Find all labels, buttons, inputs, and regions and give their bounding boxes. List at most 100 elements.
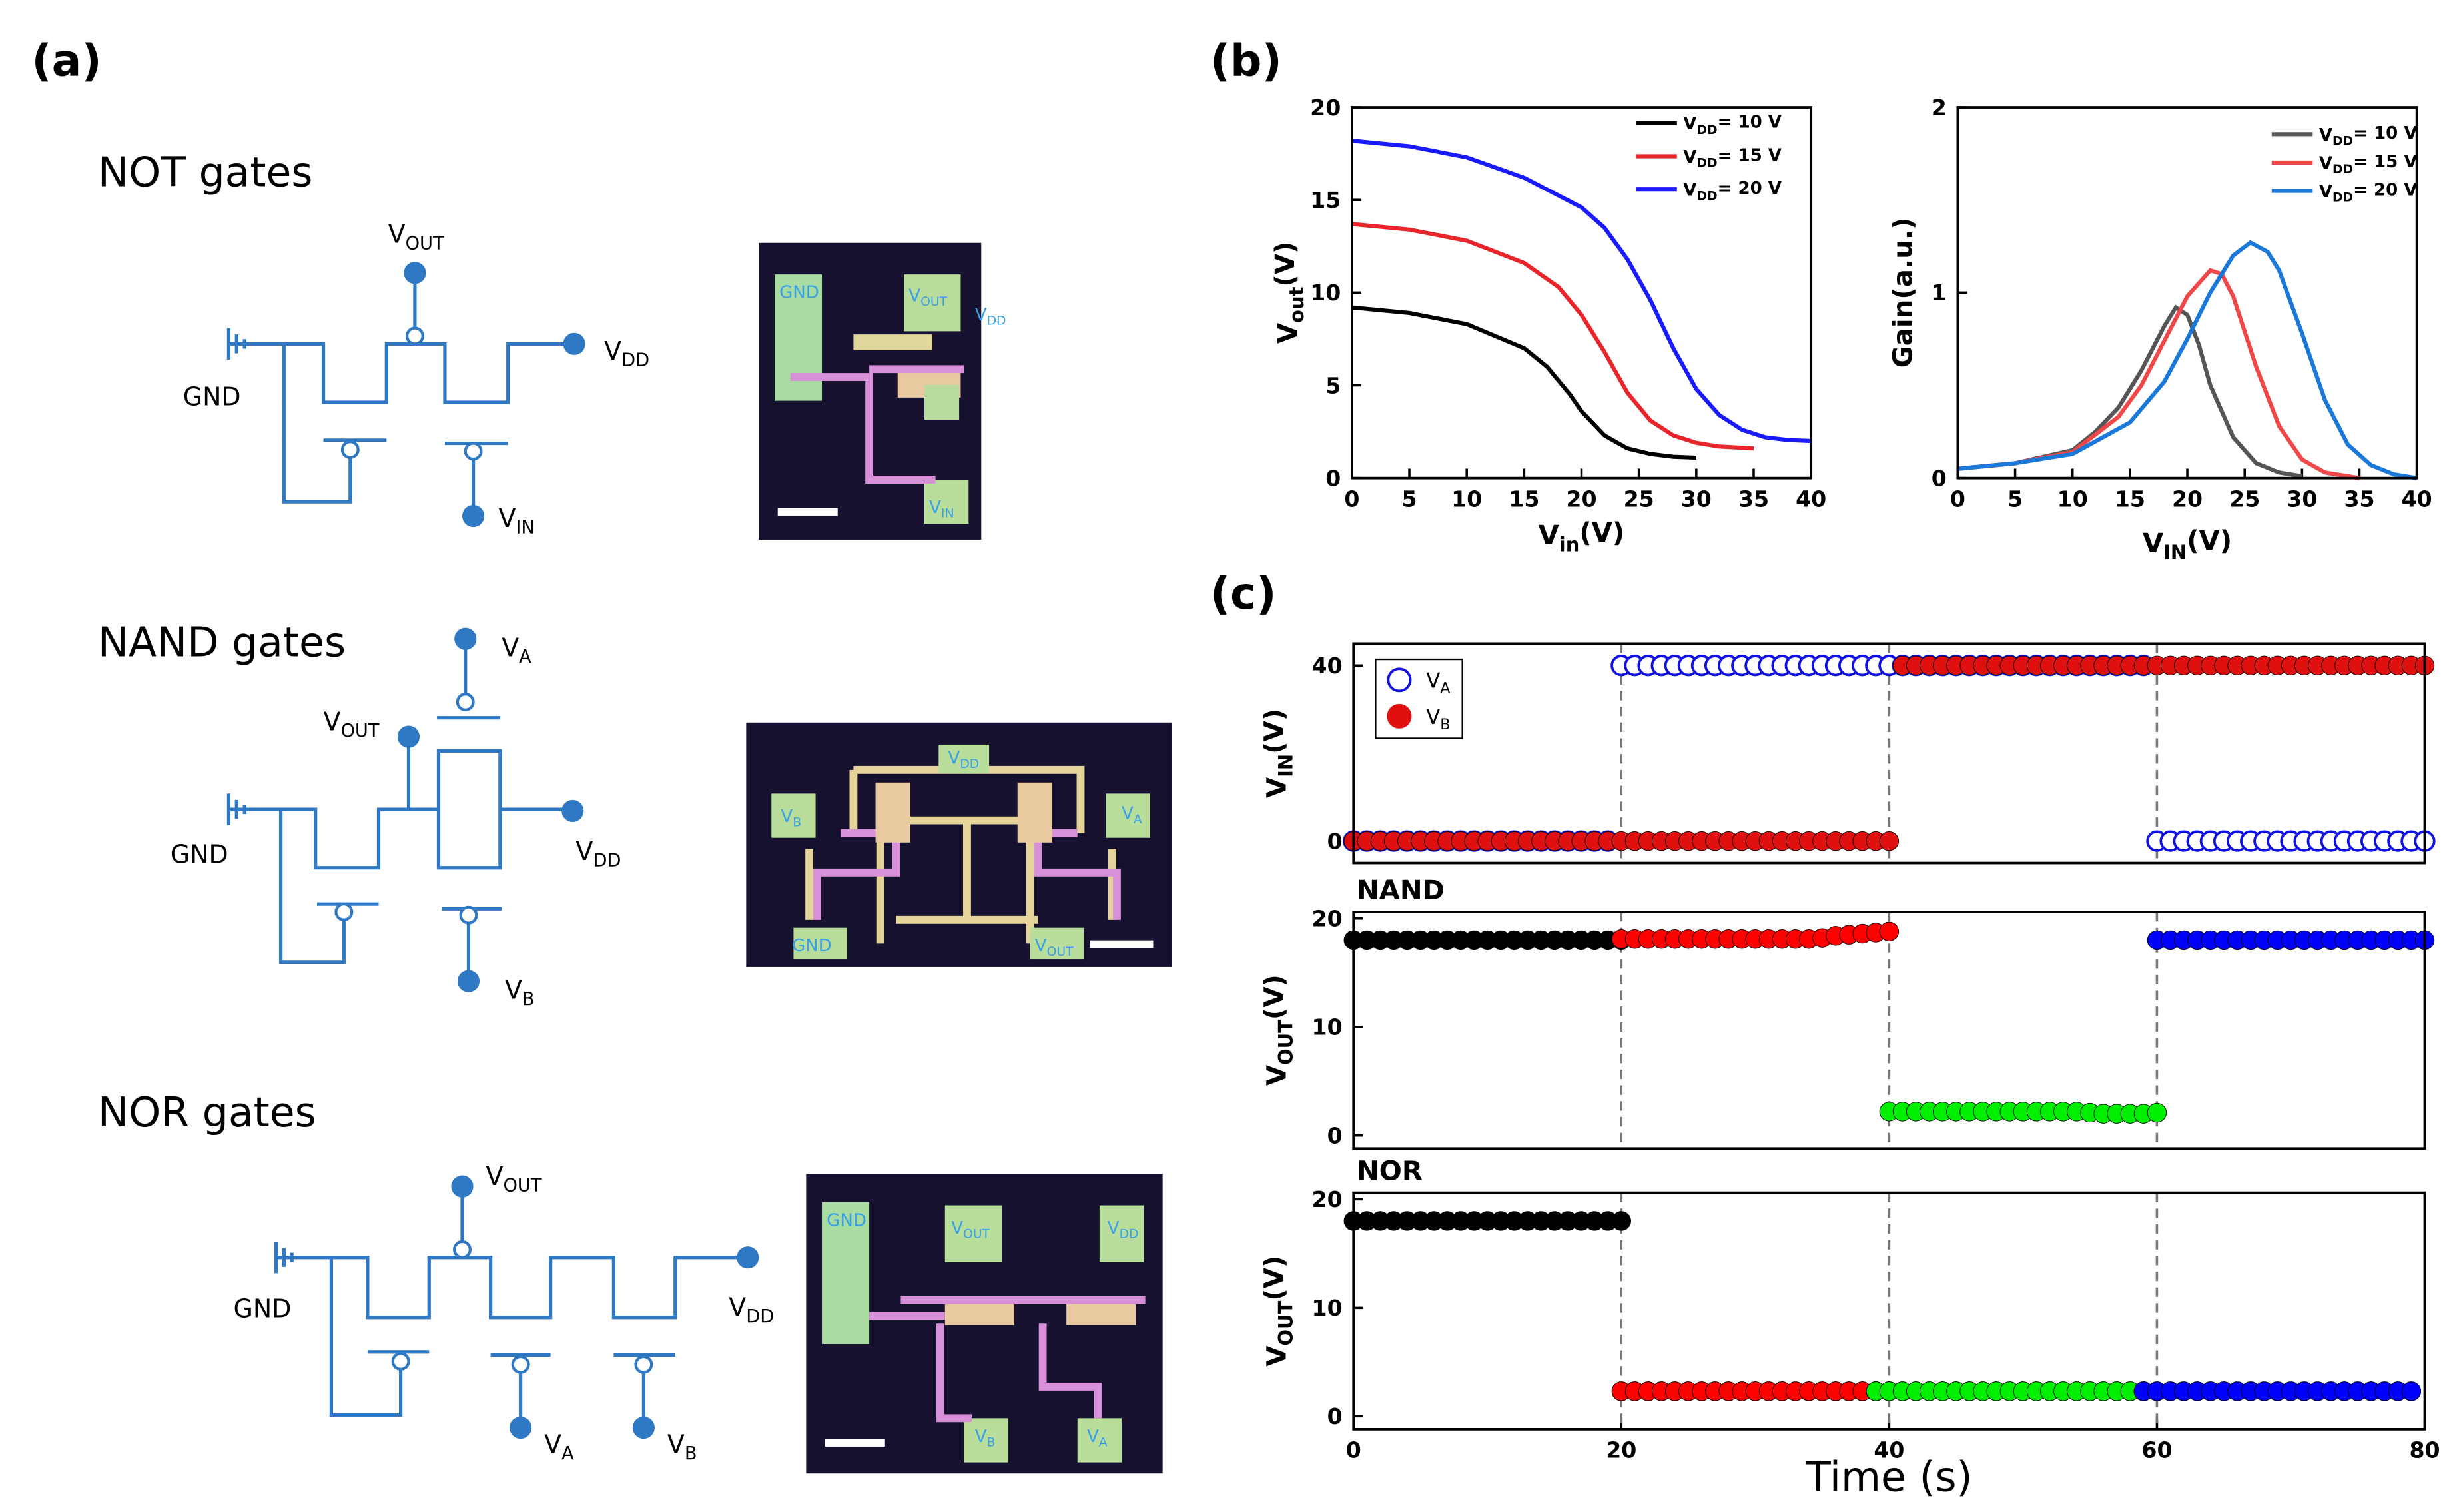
label-part: DD [2332, 163, 2353, 177]
micrograph-label: VOUT [1035, 936, 1074, 959]
legend-label: VA [1426, 669, 1450, 697]
label-part: V [1426, 705, 1440, 729]
label-part: V [576, 837, 593, 866]
label-part: (V) [1579, 518, 1624, 548]
micrograph-label: VDD [975, 305, 1006, 328]
label-part: V [1273, 323, 1303, 344]
gate-title: NOR gates [98, 1088, 316, 1136]
y-axis-label: VOUT(V) [1259, 1256, 1297, 1367]
line-series [1957, 268, 2360, 480]
label-part: V [1261, 1346, 1292, 1367]
plot-area [1343, 1211, 2422, 1401]
line-series [1351, 305, 1696, 460]
micrograph-label: VA [1122, 803, 1142, 827]
circuit-label: VDD [604, 336, 649, 371]
y-axis-label: Vout(V) [1270, 242, 1308, 344]
label-part: DD [960, 757, 979, 771]
label-part: V [1261, 777, 1292, 798]
label-part: V [729, 1292, 746, 1322]
circuit-label: GND [171, 840, 228, 869]
x-tick-label: 20 [2172, 486, 2203, 512]
point [2147, 1102, 2167, 1123]
x-tick-label: 10 [1451, 486, 1482, 512]
label-part: V [2319, 125, 2333, 145]
label-part: V [544, 1429, 561, 1459]
x-tick-label: 35 [2344, 486, 2374, 512]
label-part: A [1134, 813, 1142, 827]
x-tick-label: 15 [1509, 486, 1539, 512]
point [1879, 831, 1900, 851]
label-part: DD [1696, 123, 1717, 137]
label-part: V [505, 975, 522, 1004]
label-part: DD [2332, 191, 2353, 205]
y-axis-label: Gain(a.u.) [1888, 217, 1919, 368]
label-part: OUT [1047, 945, 1074, 959]
label-part: V [908, 286, 920, 306]
x-axis-label: Time (s) [1805, 1453, 1972, 1501]
label-part: V [951, 1218, 963, 1238]
x-tick-label: 20 [1606, 1437, 1636, 1463]
label-part: V [604, 336, 621, 366]
x-tick-label: 40 [1796, 486, 1826, 512]
panel-label: (b) [1210, 35, 1282, 87]
legend-label: VDD= 20 V [1683, 179, 1782, 203]
label-part: = 15 V [1718, 145, 1782, 165]
label-part: DD [2332, 134, 2353, 148]
y-tick-label: 10 [1312, 1295, 1343, 1321]
plot-frame [1352, 1191, 2426, 1431]
circuit-label: GND [183, 382, 241, 412]
label-part: V [388, 220, 406, 249]
y-tick-label: 5 [1325, 372, 1341, 398]
label-part: = 10 V [2353, 123, 2418, 143]
x-tick-label: 5 [1402, 486, 1417, 512]
label-part: V [667, 1429, 685, 1459]
label-part: (V) [2187, 526, 2232, 556]
x-tick-label: 40 [2402, 486, 2432, 512]
y-tick-label: 0 [1325, 466, 1341, 492]
micrograph [746, 722, 1172, 967]
plot-area [1351, 139, 1812, 460]
legend-label: VDD= 20 V [2319, 181, 2418, 205]
line-series [1957, 240, 2418, 480]
plot-area [1343, 655, 2436, 852]
circuit-label: VB [505, 975, 535, 1010]
micrograph-label: VB [975, 1427, 996, 1450]
legend-label: VDD= 15 V [1683, 145, 1782, 170]
label-part: B [1440, 716, 1450, 733]
circuit-label: VOUT [388, 220, 444, 254]
not-circuit [226, 262, 585, 528]
label-part: V [948, 748, 960, 768]
legend-label: VB [1426, 705, 1450, 733]
circuit-label: GND [234, 1294, 292, 1323]
label-part: DD [1696, 189, 1717, 203]
micrograph-label: VDD [1108, 1218, 1139, 1242]
y-tick-label: 0 [1327, 829, 1343, 855]
label-part: V [486, 1162, 504, 1191]
y-axis-label: VOUT(V) [1259, 974, 1297, 1086]
circuit-label: VB [667, 1429, 697, 1464]
x-tick-label: 25 [1624, 486, 1654, 512]
chart-title: NOR [1357, 1156, 1423, 1187]
label-part: V [1426, 669, 1440, 693]
gate-title: NOT gates [98, 148, 313, 196]
label-part: IN [516, 518, 534, 538]
label-part: A [1440, 679, 1450, 697]
y-axis-label: VIN(V) [1259, 709, 1297, 798]
label-part: = 20 V [1718, 179, 1782, 198]
micrograph [759, 242, 982, 540]
x-tick-label: 20 [1566, 486, 1596, 512]
label-part: = 10 V [1718, 113, 1782, 133]
label-part: V [324, 707, 341, 737]
label-part: DD [1120, 1228, 1139, 1242]
label-part: V [1108, 1218, 1120, 1238]
label-part: = 20 V [2353, 181, 2418, 200]
nand-circuit [226, 627, 584, 992]
legend-swatch [1387, 703, 1412, 729]
y-tick-label: 20 [1310, 95, 1341, 121]
label-part: V [1261, 1065, 1292, 1086]
circuit-label: VIN [498, 504, 534, 538]
circuit-label: VDD [729, 1292, 774, 1327]
plot-frame [1352, 642, 2426, 865]
circuit-label: VOUT [324, 707, 380, 742]
y-tick-label: 15 [1310, 187, 1341, 213]
